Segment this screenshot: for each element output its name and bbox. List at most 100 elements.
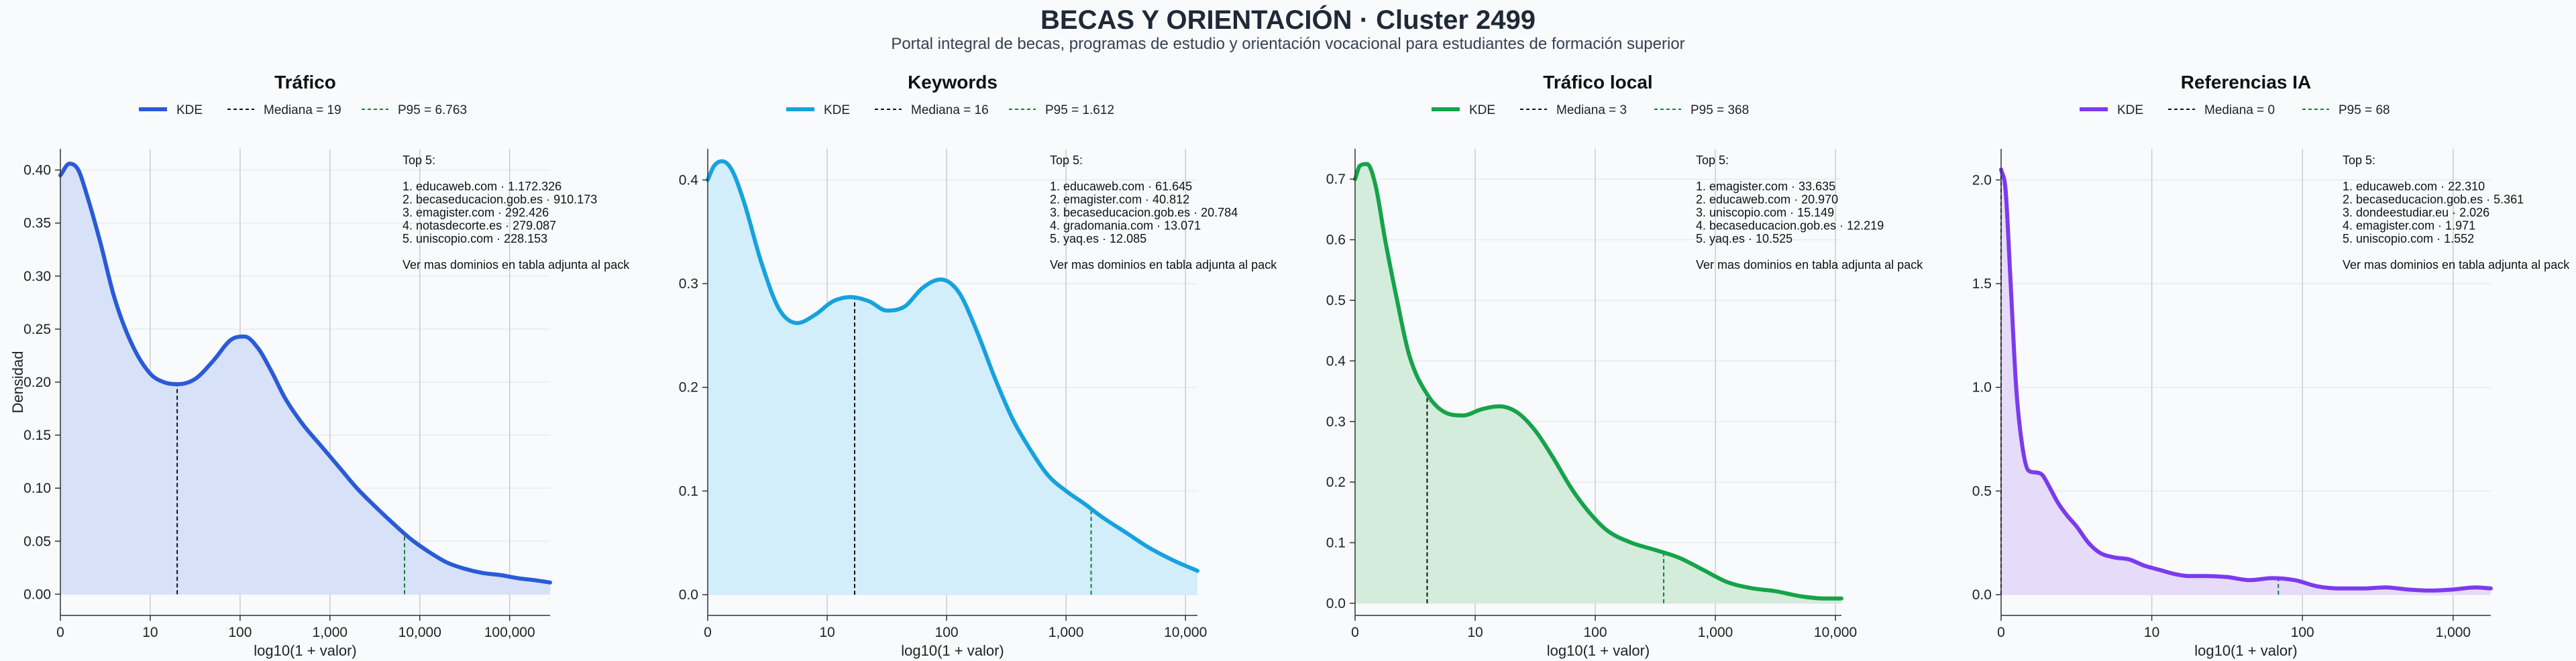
y-tick-label: 0.35 [23, 216, 51, 231]
chart-panel-4: Referencias IA KDE Mediana = 0 P95 = 68 0.0 0… [1972, 72, 2570, 659]
y-tick-label: 0.20 [23, 375, 51, 390]
x-axis-label: log10(1 + valor) [254, 642, 356, 659]
chart-title: Tráfico [274, 72, 336, 93]
y-tick-label: 0.25 [23, 322, 51, 337]
y-tick-label: 0.4 [679, 172, 699, 188]
annotation-line: 2. becaseducacion.gob.es · 910.173 [402, 193, 597, 206]
annotation-line: Ver mas dominios en tabla adjunta al pac… [2343, 258, 2570, 272]
figure-subtitle: Portal integral de becas, programas de e… [891, 35, 1685, 53]
kde-area [1355, 164, 1841, 603]
y-tick-label: 0.0 [679, 587, 698, 603]
legend-kde-label: KDE [176, 103, 203, 117]
x-axis-label: log10(1 + valor) [2194, 642, 2297, 659]
y-tick-label: 0.1 [1326, 536, 1346, 551]
legend-p95-label: P95 = 368 [1690, 103, 1749, 117]
legend: KDE Mediana = 0 P95 = 68 [2080, 103, 2390, 117]
kde-area [708, 161, 1197, 595]
y-tick-label: 1.0 [1972, 380, 1992, 396]
y-tick-label: 0.1 [679, 483, 698, 499]
x-tick-label: 1,000 [2436, 625, 2471, 640]
annotation-line: 5. yaq.es · 12.085 [1050, 232, 1146, 245]
legend-p95-label: P95 = 68 [2339, 103, 2390, 117]
legend: KDE Mediana = 3 P95 = 368 [1432, 103, 1749, 117]
kde-area [2001, 169, 2491, 595]
annotation-line: 2. becaseducacion.gob.es · 5.361 [2343, 193, 2524, 206]
annotation-line: 1. educaweb.com · 22.310 [2343, 180, 2485, 193]
annotation-line: 4. gradomania.com · 13.071 [1050, 219, 1201, 233]
x-tick-label: 1,000 [1698, 625, 1733, 640]
y-tick-label: 0.3 [679, 276, 698, 292]
y-tick-label: 0.0 [1326, 596, 1346, 611]
annotation-line: Top 5: [2343, 154, 2375, 167]
y-tick-label: 0.00 [23, 587, 51, 602]
legend-median-label: Mediana = 3 [1556, 103, 1627, 117]
x-tick-label: 10 [142, 625, 158, 640]
x-tick-label: 100 [935, 625, 959, 640]
legend-p95-label: P95 = 1.612 [1045, 103, 1114, 117]
annotation-line: 5. yaq.es · 10.525 [1696, 232, 1792, 245]
kde-line [58, 162, 552, 585]
legend-median-label: Mediana = 19 [264, 103, 341, 117]
annotation-line: 1. educaweb.com · 1.172.326 [402, 180, 561, 193]
annotation-line: Ver mas dominios en tabla adjunta al pac… [1050, 258, 1277, 272]
legend-kde-label: KDE [1469, 103, 1495, 117]
y-tick-label: 0.2 [1326, 475, 1346, 490]
y-tick-label: 0.0 [1972, 587, 1992, 603]
annotation-line: 2. educaweb.com · 20.970 [1696, 193, 1838, 206]
annotation-line: Top 5: [1050, 154, 1083, 167]
annotation-line: 3. emagister.com · 292.426 [402, 206, 549, 219]
legend: KDE Mediana = 19 P95 = 6.763 [139, 103, 467, 117]
x-tick-label: 100 [228, 625, 252, 640]
annotation-line: 1. educaweb.com · 61.645 [1050, 180, 1192, 193]
y-tick-label: 0.2 [679, 380, 698, 396]
y-tick-label: 0.6 [1326, 233, 1346, 248]
legend: KDE Mediana = 16 P95 = 1.612 [786, 103, 1114, 117]
x-tick-label: 10,000 [1814, 625, 1857, 640]
kde-line [1999, 167, 2493, 593]
x-tick-label: 10 [819, 625, 835, 640]
y-tick-label: 2.0 [1972, 172, 1992, 188]
annotation-line: 3. dondeestudiar.eu · 2.026 [2343, 206, 2489, 219]
figure-title: BECAS Y ORIENTACIÓN · Cluster 2499 [1040, 5, 1536, 35]
x-tick-label: 0 [1351, 625, 1359, 640]
kde-line [1353, 162, 1843, 601]
chart-title: Referencias IA [2181, 72, 2312, 93]
y-tick-label: 1.5 [1972, 276, 1992, 292]
y-tick-label: 0.3 [1326, 414, 1346, 430]
y-tick-label: 0.40 [23, 163, 51, 178]
x-axis-label: log10(1 + valor) [1547, 642, 1650, 659]
chart-title: Keywords [908, 72, 998, 93]
annotation-line: 3. uniscopio.com · 15.149 [1696, 206, 1834, 219]
annotation-line: 2. emagister.com · 40.812 [1050, 193, 1189, 206]
chart-title: Tráfico local [1543, 72, 1652, 93]
y-tick-label: 0.5 [1972, 483, 1992, 499]
annotation-line: Ver mas dominios en tabla adjunta al pac… [1696, 258, 1923, 272]
y-tick-label: 0.4 [1326, 353, 1346, 369]
annotation-line: Top 5: [402, 154, 435, 167]
annotation-line: 1. emagister.com · 33.635 [1696, 180, 1835, 193]
y-tick-label: 0.7 [1326, 172, 1346, 187]
chart-panel-2: Keywords KDE Mediana = 16 P95 = 1.612 0.0 0.1… [679, 72, 1277, 659]
annotation-line: 4. becaseducacion.gob.es · 12.219 [1696, 219, 1884, 233]
annotation-line: Top 5: [1696, 154, 1729, 167]
legend-median-label: Mediana = 0 [2204, 103, 2275, 117]
y-tick-label: 0.5 [1326, 293, 1346, 308]
legend-median-label: Mediana = 16 [911, 103, 989, 117]
x-tick-label: 10 [1467, 625, 1483, 640]
x-tick-label: 1,000 [1049, 625, 1084, 640]
annotation-line: 5. uniscopio.com · 228.153 [402, 232, 547, 245]
kde-line [706, 159, 1199, 573]
x-tick-label: 100,000 [484, 625, 535, 640]
annotation-line: 3. becaseducacion.gob.es · 20.784 [1050, 206, 1238, 219]
x-tick-label: 0 [56, 625, 64, 640]
x-tick-label: 10 [2144, 625, 2159, 640]
x-tick-label: 100 [2291, 625, 2314, 640]
x-tick-label: 0 [1997, 625, 2005, 640]
annotation-line: 4. notasdecorte.es · 279.087 [402, 219, 556, 233]
